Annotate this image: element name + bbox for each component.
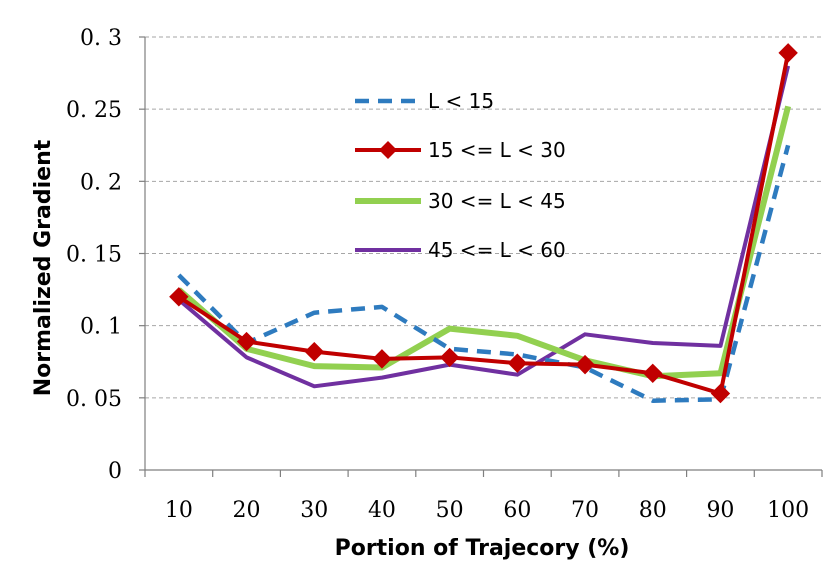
series-point [575, 354, 595, 375]
y-axis-title: Normalized Gradient [31, 139, 56, 396]
series-point [507, 353, 528, 373]
y-tick-label: 0 [108, 459, 122, 484]
series-line [177, 52, 791, 396]
x-tick-label: 100 [767, 498, 809, 523]
x-tick-label: 80 [639, 498, 667, 523]
y-tick-label: 0. 3 [80, 26, 122, 51]
x-tick-label: 60 [503, 498, 531, 523]
y-tick-label: 0. 15 [66, 243, 122, 268]
legend-label: L < 15 [428, 89, 494, 113]
legend-label: 15 <= L < 30 [428, 138, 566, 162]
series-lines [176, 52, 792, 403]
x-tick-label: 90 [706, 498, 734, 523]
legend-label: 30 <= L < 45 [428, 189, 566, 213]
series-point [643, 363, 663, 384]
series-point [304, 341, 324, 362]
gridlines [145, 36, 822, 399]
legend: L < 15 15 <= L < 30 30 <= L < 45 45 <= L < … [355, 89, 566, 262]
x-tick-label: 10 [165, 498, 193, 523]
y-tick-label: 0. 1 [80, 315, 122, 340]
series-point [236, 331, 257, 352]
legend-entry: L < 15 [355, 89, 494, 113]
x-tick-label: 50 [436, 498, 464, 523]
series-line [176, 105, 792, 380]
series-point [169, 287, 189, 307]
legend-entry: 15 <= L < 30 [355, 138, 566, 162]
series-markers [169, 43, 798, 404]
legend-label: 45 <= L < 60 [428, 238, 566, 262]
x-tick-label: 70 [571, 498, 599, 523]
series-point [710, 383, 731, 404]
legend-entry: 30 <= L < 45 [355, 189, 566, 213]
legend-entry: 45 <= L < 60 [355, 238, 566, 262]
y-tick-label: 0. 2 [80, 170, 122, 195]
series-point [372, 349, 392, 369]
x-tick-label: 30 [300, 498, 328, 523]
x-tick-label: 40 [368, 498, 396, 523]
tick-labels: 0 0. 05 0. 1 0. 15 0. 2 0. 25 0. 3 10 20 30 40 50 60… [66, 26, 809, 523]
series-line [177, 65, 791, 389]
y-tick-label: 0. 05 [66, 387, 122, 412]
series-line [177, 144, 791, 403]
series-point [778, 43, 798, 63]
legend-marker [379, 141, 397, 159]
y-tick-label: 0. 25 [66, 98, 122, 123]
series-point [439, 347, 460, 368]
x-axis-title: Portion of Trajecory (%) [335, 536, 630, 561]
axes [139, 36, 823, 477]
x-tick-label: 20 [233, 498, 261, 523]
